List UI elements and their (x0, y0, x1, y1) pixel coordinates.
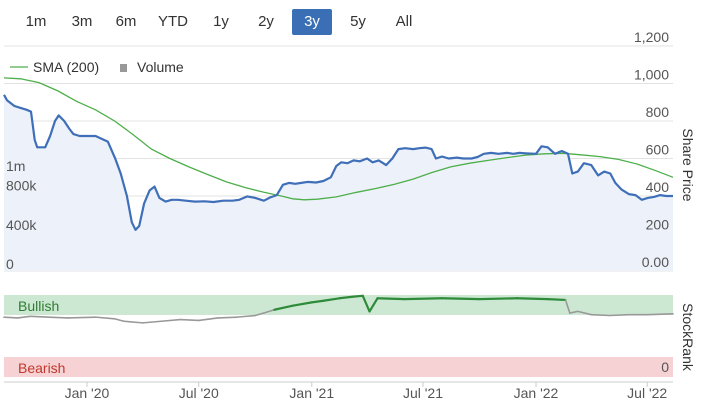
stockrank-segment (48, 316, 69, 319)
stockrank-segment (179, 318, 200, 322)
stockrank-segment (310, 299, 325, 304)
share-price-tick: 400 (646, 179, 670, 195)
share-price-tick: 800 (646, 104, 670, 120)
volume-tick: 400k (6, 217, 37, 233)
stockrank-segment (338, 295, 355, 300)
stockrank-segment (3, 316, 19, 319)
stockrank-segment (142, 320, 163, 324)
x-tick-label: Jan '21 (289, 385, 334, 400)
x-tick-label: Jan '22 (514, 385, 559, 400)
range-button-5y[interactable]: 5y (350, 13, 366, 30)
stockrank-segment (94, 316, 116, 320)
price-area-fill (4, 94, 673, 271)
volume-tick: 0 (6, 256, 14, 272)
bullish-band (4, 295, 673, 315)
share-price-tick: 1,000 (634, 67, 669, 83)
legend-volume-label[interactable]: Volume (137, 59, 184, 75)
stockrank-segment (576, 310, 593, 316)
stockrank-tick-0: 0 (661, 359, 669, 375)
range-button-3m[interactable]: 3m (71, 13, 93, 30)
range-button-2y[interactable]: 2y (258, 13, 274, 30)
stockrank-segment (67, 316, 97, 319)
stockrank-segment (291, 301, 313, 307)
range-button-all[interactable]: All (395, 13, 413, 30)
stockrank-segment (361, 294, 371, 313)
stockrank-segment (273, 304, 294, 311)
x-tick-label: Jan '20 (65, 385, 110, 400)
stockrank-segment (376, 297, 406, 301)
stockrank-axis-title: StockRank (680, 303, 696, 372)
sma-200-line (3, 77, 674, 201)
x-tick-label: Jul '20 (179, 385, 219, 400)
legend: SMA (200) Volume (10, 59, 184, 75)
share-price-line (3, 94, 673, 231)
stockrank-line (3, 294, 674, 324)
share-price-tick: 0.00 (642, 254, 669, 270)
range-button-ytd[interactable]: YTD (158, 13, 188, 30)
bullish-label: Bullish (18, 298, 59, 314)
legend-volume-swatch (120, 64, 127, 72)
stockrank-segment (216, 316, 238, 319)
stockrank-segment (322, 297, 341, 302)
stockrank-segment (236, 314, 257, 318)
share-price-axis: 0.00 200 400 600 800 1,000 1,200 (634, 29, 669, 270)
stockrank-segment (352, 294, 364, 298)
stockrank-segment (16, 315, 32, 319)
range-button-6m[interactable]: 6m (115, 13, 137, 30)
stockrank-segment (564, 299, 571, 314)
legend-sma-label[interactable]: SMA (200) (33, 59, 99, 75)
stockrank-segment (254, 312, 265, 317)
volume-tick: 1m (6, 158, 25, 174)
stockrank-segment (515, 297, 549, 301)
share-price-tick: 200 (646, 217, 670, 233)
range-selector: 1m 3m 6m YTD 1y 2y 3y 5y All (0, 6, 701, 36)
stockrank-segment (197, 317, 219, 322)
stockrank-segment (568, 310, 579, 314)
stockrank-segment (368, 297, 379, 313)
stockrank-segment (608, 313, 630, 317)
stockrank-segment (546, 298, 567, 302)
stockrank-segment (440, 297, 481, 301)
share-price-axis-title: Share Price (680, 128, 696, 201)
stockrank-segment (646, 313, 674, 316)
stockrank-segment (263, 308, 276, 314)
stockrank-segment (403, 297, 444, 301)
range-button-1m[interactable]: 1m (25, 13, 47, 30)
range-button-1y[interactable]: 1y (213, 13, 229, 30)
stockrank-segment (113, 317, 125, 323)
x-tick-label: Jul '21 (403, 385, 443, 400)
share-price-tick: 1,200 (634, 29, 669, 45)
x-tick-label: Jul '22 (627, 385, 667, 400)
volume-axis: 0 400k 800k 1m (6, 158, 37, 272)
stockrank-segment (590, 313, 611, 317)
volume-tick: 800k (6, 178, 37, 194)
bearish-band (4, 357, 673, 377)
range-button-3y[interactable]: 3y (292, 9, 332, 35)
share-price-tick: 600 (646, 142, 670, 158)
stockrank-segment (160, 318, 182, 323)
stockrank-segment (478, 297, 519, 301)
stockrank-segment (122, 320, 144, 324)
x-axis: Jan '20 Jul '20 Jan '21 Jul '21 Jan '22 Jul '… (65, 382, 667, 400)
bearish-label: Bearish (18, 360, 65, 376)
stockrank-segment (29, 315, 51, 318)
